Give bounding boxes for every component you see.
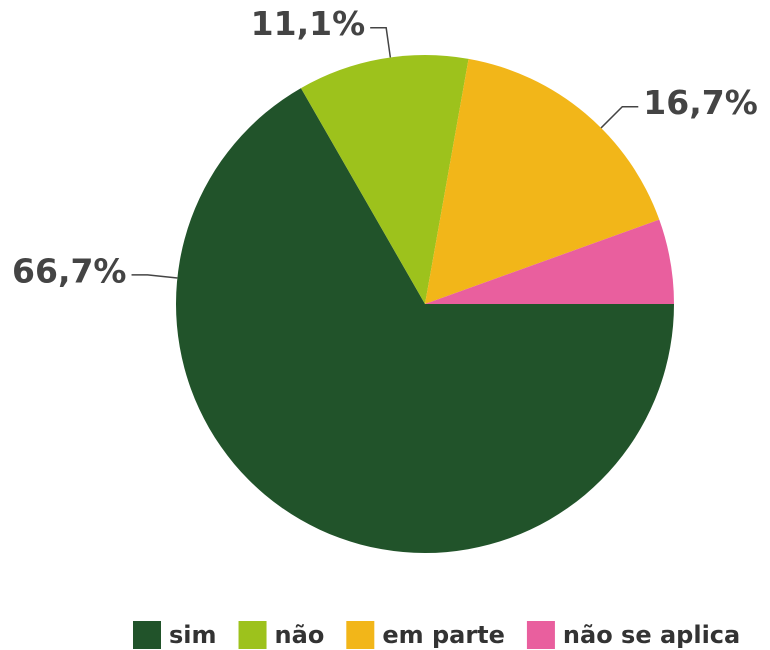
legend-swatch [133,621,161,649]
legend-label: em parte [382,621,505,649]
data-label: 66,7% [12,251,127,290]
legend-label: não [275,621,325,649]
legend-label: sim [169,621,217,649]
legend-swatch [238,621,267,649]
leader-line [600,105,639,129]
legend-label: não se aplica [563,621,740,649]
legend-swatch [346,621,375,649]
data-label: 16,7% [643,83,758,122]
leader-line [131,274,178,279]
pie-slice [425,219,674,304]
pie-slice [425,58,660,305]
pie-slice [175,88,675,553]
legend-swatch [526,621,555,649]
leader-line [370,26,392,58]
data-label: 11,1% [251,4,366,43]
pie-slice [300,54,469,304]
